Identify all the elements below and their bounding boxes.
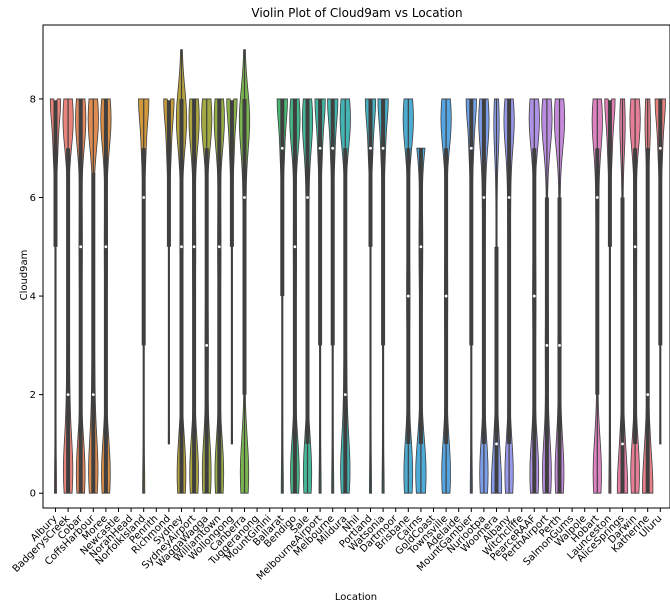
violin-median — [419, 245, 423, 249]
violin-median — [558, 343, 561, 347]
violin-median — [91, 393, 95, 397]
violin-median — [293, 245, 297, 249]
violin-iqr-box — [469, 98, 474, 346]
plot-frame — [42, 24, 670, 509]
violin-median — [369, 146, 372, 150]
y-tick-label: 8 — [30, 94, 36, 105]
x-axis-ticks: AlburyBadgerysCreekCobarCoffsHarbourMore… — [11, 508, 664, 583]
violin-iqr-box — [305, 98, 310, 444]
violin-iqr-box — [418, 148, 423, 444]
violin-iqr-box — [66, 148, 71, 494]
violin-median — [507, 196, 511, 199]
violin-median — [243, 196, 246, 199]
violin-median — [66, 393, 70, 397]
violin-median — [482, 196, 486, 199]
y-tick-label: 2 — [30, 390, 36, 401]
violin-median — [444, 294, 448, 298]
violin-iqr-box — [318, 98, 323, 346]
violin-median — [646, 393, 650, 397]
violin-iqr-box — [645, 148, 650, 494]
violin-iqr-box — [229, 98, 234, 247]
y-tick-label: 4 — [30, 292, 36, 303]
violin-iqr-box — [141, 148, 146, 346]
violin-series — [49, 49, 666, 494]
violin-iqr-box — [78, 98, 83, 494]
violin-median — [343, 393, 347, 397]
violin-median — [180, 245, 183, 249]
violin-median — [318, 146, 322, 150]
violin-median — [192, 245, 196, 249]
violin-iqr-box — [633, 148, 638, 444]
violin-median — [532, 294, 536, 298]
violin-iqr-box — [607, 98, 612, 247]
violin-median — [331, 146, 335, 150]
violin-iqr-box — [595, 148, 600, 395]
violin-median — [167, 97, 171, 101]
violin-median — [217, 245, 221, 249]
violin-median — [280, 146, 284, 150]
violin-iqr-box — [204, 148, 209, 494]
violin-iqr-box — [658, 98, 663, 346]
violin-iqr-box — [166, 98, 171, 247]
violin-median — [381, 146, 385, 150]
violin-iqr-box — [330, 98, 335, 346]
violin-median — [79, 245, 83, 249]
y-tick-label: 0 — [30, 489, 36, 500]
violin-iqr-box — [91, 172, 96, 494]
violin-median — [495, 442, 498, 446]
y-tick-label: 6 — [30, 193, 36, 204]
violin-iqr-box — [53, 98, 58, 247]
violin-iqr-box — [179, 98, 184, 494]
chart-title: Violin Plot of Cloud9am vs Location — [251, 6, 462, 20]
violin-iqr-box — [620, 197, 625, 494]
violin-iqr-box — [292, 98, 297, 494]
violin-median — [621, 442, 624, 446]
violin-median — [54, 97, 57, 101]
violin-median — [658, 146, 662, 150]
violin-iqr-box — [192, 98, 197, 494]
violin-median — [230, 97, 234, 101]
violin-iqr-box — [507, 98, 512, 444]
violin-iqr-box — [103, 98, 108, 494]
violin-median — [104, 245, 108, 249]
violin-median — [608, 97, 612, 101]
x-axis-label: Location — [335, 592, 377, 603]
violin-iqr-box — [368, 98, 373, 247]
violin-median — [306, 196, 309, 199]
violin-iqr-box — [494, 246, 499, 494]
violin-median — [633, 245, 637, 249]
y-axis-label: Cloud9am — [19, 250, 30, 301]
violin-median — [545, 343, 549, 347]
violin-iqr-box — [242, 98, 247, 395]
violin-iqr-box — [343, 148, 348, 494]
violin-median — [205, 343, 209, 347]
y-axis-ticks: 0 2 4 6 8 — [30, 94, 43, 500]
violin-iqr-box — [381, 98, 386, 346]
violin-median — [595, 196, 599, 199]
violin-iqr-box — [532, 148, 537, 494]
violin-iqr-box — [280, 98, 285, 297]
violin-median — [469, 146, 473, 150]
violin-iqr-box — [217, 98, 222, 494]
violin-iqr-box — [481, 98, 486, 444]
violin-median — [406, 294, 410, 298]
violin-median — [142, 196, 146, 199]
